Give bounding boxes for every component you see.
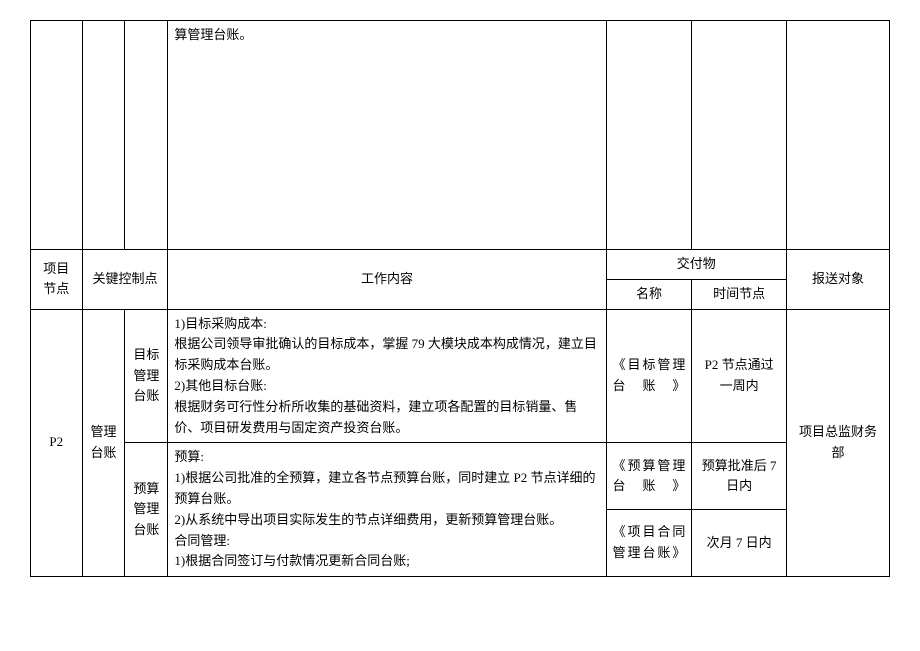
budget-deliverable-2: 《项目合同管理台账》 (606, 510, 692, 577)
header-deliverable-name: 名称 (606, 279, 692, 309)
budget-deliverable-1: 《预算管理台账》 (606, 443, 692, 510)
empty-cell (606, 21, 692, 250)
report-target: 项目总监财务部 (786, 309, 889, 577)
empty-cell (31, 21, 83, 250)
empty-cell (786, 21, 889, 250)
partial-content: 算管理台账。 (168, 21, 606, 250)
table-row: P2 管理台账 目标管理台账 1)目标采购成本: 根据公司领导审批确认的目标成本… (31, 309, 890, 443)
empty-cell (692, 21, 786, 250)
budget-time-1: 预算批准后 7 日内 (692, 443, 786, 510)
header-work: 工作内容 (168, 250, 606, 310)
header-report: 报送对象 (786, 250, 889, 310)
header-control: 关键控制点 (82, 250, 168, 310)
node-p2: P2 (31, 309, 83, 577)
target-label: 目标管理台账 (125, 309, 168, 443)
empty-cell (82, 21, 125, 250)
target-time: P2 节点通过一周内 (692, 309, 786, 443)
header-node: 项目节点 (31, 250, 83, 310)
empty-cell (125, 21, 168, 250)
target-deliverable: 《目标管理台账》 (606, 309, 692, 443)
header-row: 项目节点 关键控制点 工作内容 交付物 报送对象 (31, 250, 890, 280)
table-row: 预算管理台账 预算: 1)根据公司批准的全预算，建立各节点预算台账，同时建立 P… (31, 443, 890, 510)
budget-time-2: 次月 7 日内 (692, 510, 786, 577)
budget-label: 预算管理台账 (125, 443, 168, 577)
ledger-label: 管理台账 (82, 309, 125, 577)
budget-content: 预算: 1)根据公司批准的全预算，建立各节点预算台账，同时建立 P2 节点详细的… (168, 443, 606, 577)
header-deliverable-time: 时间节点 (692, 279, 786, 309)
target-content: 1)目标采购成本: 根据公司领导审批确认的目标成本，掌握 79 大模块成本构成情… (168, 309, 606, 443)
main-table: 算管理台账。 项目节点 关键控制点 工作内容 交付物 报送对象 名称 时间节点 … (30, 20, 890, 577)
table-row: 算管理台账。 (31, 21, 890, 250)
header-deliverable: 交付物 (606, 250, 786, 280)
